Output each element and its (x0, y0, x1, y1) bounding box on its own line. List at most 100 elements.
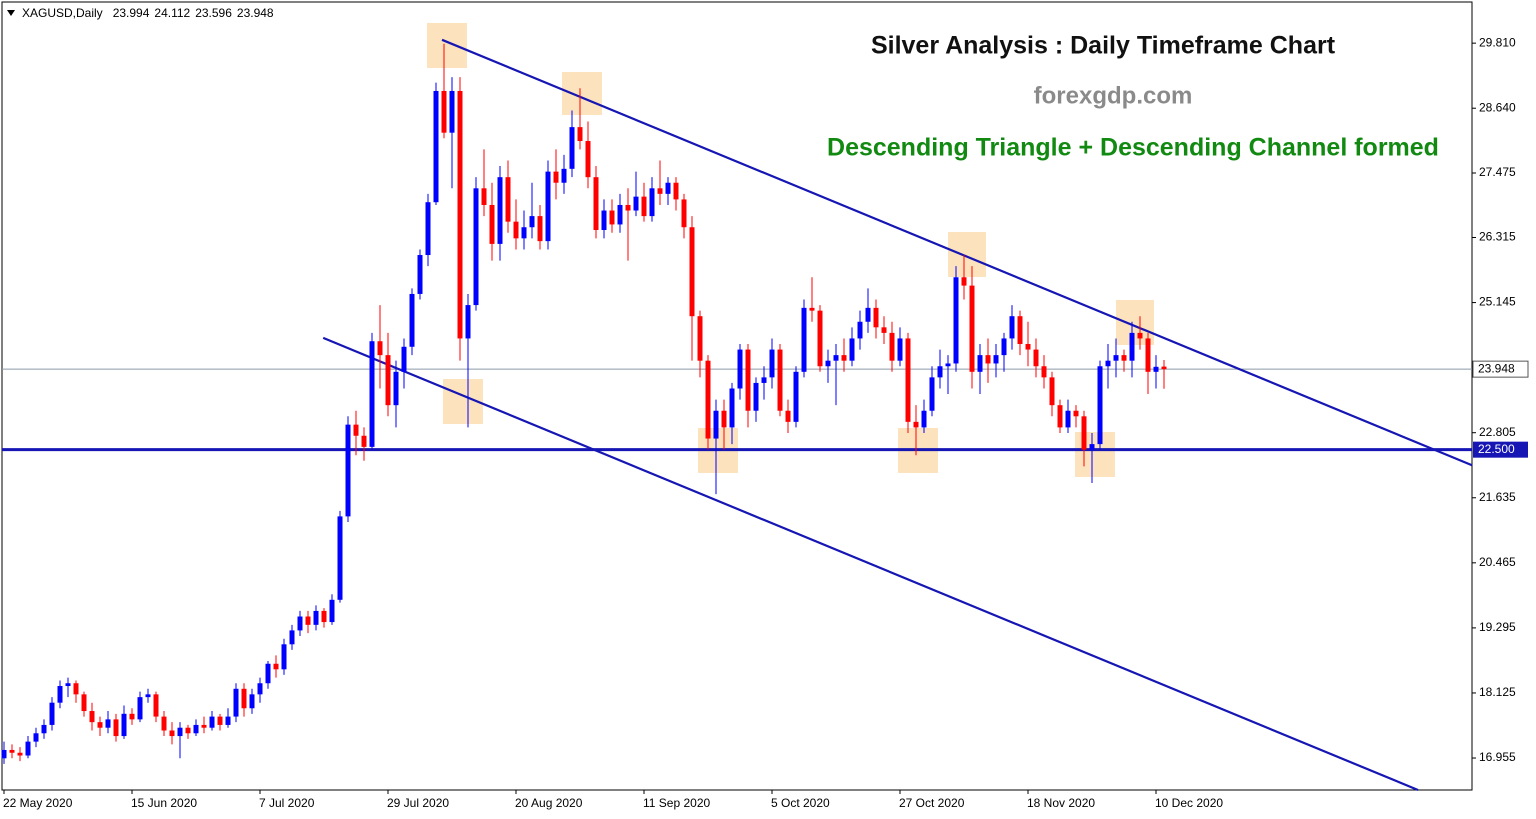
candle-body (465, 305, 471, 339)
candle-body (473, 188, 479, 306)
candle-body (337, 516, 343, 600)
candle-body (585, 141, 591, 178)
candle-body (297, 616, 303, 631)
candle-body (1041, 366, 1047, 378)
candle-body (753, 382, 759, 411)
candle-body (1, 749, 7, 759)
x-tick-label: 15 Jun 2020 (131, 796, 197, 810)
candle-body (537, 216, 543, 242)
candle-body (713, 410, 719, 439)
candle-body (593, 177, 599, 231)
candle-body (233, 688, 239, 717)
candle-body (1113, 355, 1119, 361)
y-tick-label: 16.955 (1479, 750, 1516, 764)
candle-body (201, 724, 207, 728)
candle-body (921, 410, 927, 428)
candle-body (217, 716, 223, 725)
candle-body (953, 277, 959, 364)
x-tick-label: 20 Aug 2020 (515, 796, 583, 810)
candle-body (33, 733, 39, 742)
highlight-box (948, 232, 986, 277)
candle-body (945, 363, 951, 367)
candle-body (673, 182, 679, 200)
candle-body (529, 216, 535, 228)
symbol: XAGUSD,Daily (22, 6, 103, 20)
annotation: Descending Triangle + Descending Channel… (827, 134, 1439, 162)
candle-body (913, 421, 919, 428)
candle-body (225, 716, 231, 725)
candle-body (865, 307, 871, 322)
candle-body (833, 355, 839, 361)
candle-body (89, 711, 95, 723)
candle-body (305, 616, 311, 625)
candle-body (977, 355, 983, 372)
candle-body (25, 741, 31, 756)
high: 24.112 (154, 6, 190, 20)
candle-body (513, 221, 519, 239)
candle-body (993, 355, 999, 364)
candle-body (929, 377, 935, 411)
candle-body (1081, 416, 1087, 450)
candle-body (1137, 332, 1143, 339)
candle-body (497, 177, 503, 244)
candle-body (625, 204, 631, 211)
candle-body (385, 355, 391, 406)
x-tick-label: 5 Oct 2020 (771, 796, 830, 810)
candle-body (825, 360, 831, 367)
highlight-box (427, 23, 467, 68)
candle-body (153, 694, 159, 717)
candle-body (897, 338, 903, 361)
candle-body (377, 341, 383, 356)
x-tick-label: 10 Dec 2020 (1155, 796, 1223, 810)
candle-body (289, 630, 295, 645)
candle-body (545, 171, 551, 242)
candle-body (113, 719, 119, 737)
x-tick-label: 18 Nov 2020 (1027, 796, 1095, 810)
candle-body (401, 346, 407, 372)
candle-body (449, 90, 455, 133)
candle-body (457, 90, 463, 339)
open: 23.994 (113, 6, 150, 20)
price-tag-label: 23.948 (1478, 361, 1515, 375)
candle-body (1049, 377, 1055, 406)
candle-body (369, 341, 375, 447)
chart-title: Silver Analysis : Daily Timeframe Chart (871, 32, 1336, 60)
candle-body (681, 199, 687, 228)
candle-body (481, 188, 487, 205)
candle-body (361, 435, 367, 447)
candle-body (257, 683, 263, 695)
candle-body (209, 716, 215, 728)
candle-body (145, 694, 151, 698)
candle-body (433, 90, 439, 203)
chart-subtitle: forexgdp.com (1034, 82, 1193, 109)
candle-body (281, 644, 287, 670)
candle-body (57, 686, 63, 703)
candle-body (17, 752, 23, 756)
candle-body (1105, 360, 1111, 367)
candle-body (633, 196, 639, 211)
price-tag-label: 22.500 (1478, 442, 1515, 456)
candle-body (657, 188, 663, 194)
candle-body (505, 177, 511, 222)
candle-body (809, 307, 815, 311)
close: 23.948 (237, 6, 274, 20)
candle-body (873, 307, 879, 328)
candle-body (129, 713, 135, 720)
candle-body (1097, 366, 1103, 445)
candle-body (121, 713, 127, 737)
candle-body (1161, 366, 1167, 370)
candle-body (353, 424, 359, 436)
candle-body (177, 727, 183, 737)
x-tick-label: 27 Oct 2020 (899, 796, 965, 810)
candle-body (185, 727, 191, 734)
candle-body (553, 171, 559, 183)
candle-body (521, 227, 527, 239)
candle-body (1153, 366, 1159, 372)
x-tick-label: 29 Jul 2020 (387, 796, 449, 810)
candle-body (1121, 355, 1127, 361)
candle-body (705, 360, 711, 439)
y-tick-label: 19.295 (1479, 620, 1516, 634)
candle-body (409, 293, 415, 347)
candle-body (313, 610, 319, 625)
y-tick-label: 21.635 (1479, 490, 1516, 504)
